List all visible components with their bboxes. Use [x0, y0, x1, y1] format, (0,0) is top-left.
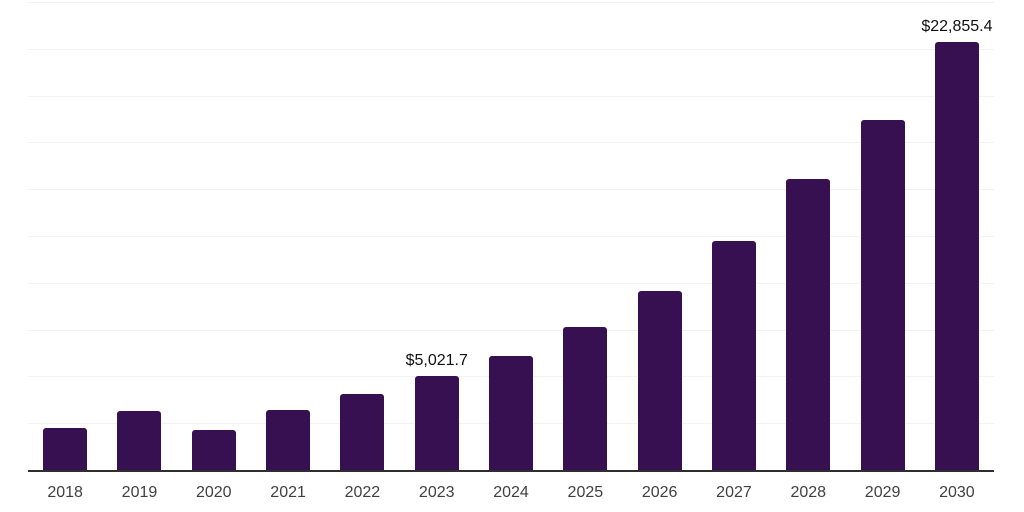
x-tick-label-2022: 2022 [344, 484, 381, 501]
bar-2025 [563, 326, 608, 470]
x-tick-label-2026: 2026 [641, 484, 678, 501]
value-label-2030: $22,855.4 [921, 18, 993, 36]
x-axis-labels: 2018 2019 2020 2021 2022 2023 2024 2025 2026 2027… [28, 472, 994, 502]
gridline [28, 236, 994, 237]
bar-2022 [340, 393, 385, 470]
x-tick-label-2024: 2024 [493, 484, 529, 501]
bar-slot-2023: $5,021.7 [400, 2, 474, 470]
bar-2020 [191, 430, 236, 470]
bar-slot-2030: $22,855.4 [920, 2, 994, 470]
gridline [28, 329, 994, 331]
bar-slot-2026 [623, 2, 697, 470]
x-tick-label-2019: 2019 [121, 484, 158, 501]
x-tick-label-2018: 2018 [47, 484, 83, 501]
bar-slot-2028 [771, 2, 845, 470]
bars: $5,021.7 $22,855.4 [28, 2, 994, 470]
x-tick-label-2029: 2029 [864, 484, 901, 501]
bar-slot-2021 [251, 2, 325, 470]
bar-slot-2027 [697, 2, 771, 470]
x-tick-label-2025: 2025 [567, 484, 604, 501]
value-label-2023: $5,021.7 [405, 352, 468, 369]
x-tick-label-2027: 2027 [716, 484, 752, 501]
bar-2027 [711, 240, 756, 470]
bar-slot-2024 [474, 2, 548, 470]
bar-slot-2022 [325, 2, 399, 470]
gridline [28, 142, 994, 144]
x-tick-label-2020: 2020 [195, 484, 232, 501]
gridline [28, 282, 994, 284]
gridline [28, 2, 994, 3]
x-tick-label-2021: 2021 [270, 484, 306, 501]
bar-slot-2018 [28, 2, 102, 470]
bar-2023 [414, 376, 459, 470]
x-axis-line [28, 470, 994, 472]
bar-slot-2019 [102, 2, 176, 470]
gridline [28, 95, 994, 97]
bar-2021 [266, 409, 311, 470]
bar-2030 [934, 42, 979, 470]
bar-slot-2029 [845, 2, 919, 470]
bar-2026 [637, 291, 682, 470]
plot-area: $5,021.7 $22,855.4 [28, 2, 994, 470]
x-tick-label-2030: 2030 [939, 484, 975, 501]
bar-2029 [860, 120, 905, 470]
bar-slot-2025 [548, 2, 622, 470]
bar-slot-2020 [177, 2, 251, 470]
x-tick-label-2023: 2023 [418, 484, 455, 501]
bar-2024 [489, 355, 534, 470]
bar-2028 [786, 179, 831, 470]
gridline [28, 48, 994, 50]
x-tick-label-2028: 2028 [790, 484, 827, 501]
bar-2018 [43, 427, 88, 470]
bar-2019 [117, 411, 162, 470]
gridline [28, 189, 994, 191]
